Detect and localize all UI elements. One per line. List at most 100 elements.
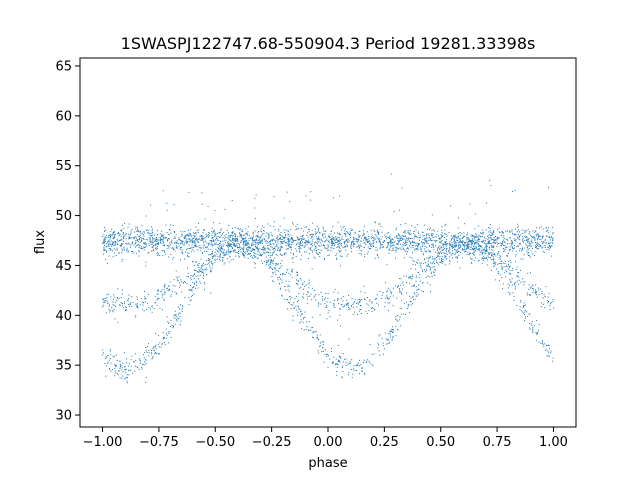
data-point bbox=[336, 374, 338, 376]
data-point bbox=[324, 236, 326, 238]
data-point bbox=[285, 248, 287, 250]
data-point bbox=[270, 254, 272, 256]
data-point bbox=[355, 238, 357, 240]
data-point bbox=[261, 241, 263, 243]
data-point bbox=[414, 234, 416, 236]
data-point bbox=[287, 234, 289, 236]
data-point bbox=[277, 238, 279, 240]
data-point bbox=[263, 252, 265, 254]
data-point bbox=[412, 285, 414, 287]
data-point bbox=[367, 304, 369, 306]
data-point bbox=[245, 244, 247, 246]
data-point bbox=[267, 238, 269, 240]
data-point bbox=[119, 377, 121, 379]
data-point bbox=[127, 251, 129, 253]
data-point bbox=[119, 245, 121, 247]
data-point bbox=[399, 243, 401, 245]
data-point bbox=[174, 250, 176, 252]
data-point bbox=[151, 311, 153, 313]
data-point bbox=[408, 248, 410, 250]
data-point bbox=[413, 299, 415, 301]
data-point bbox=[300, 279, 302, 281]
data-point bbox=[442, 244, 444, 246]
data-point bbox=[331, 235, 333, 237]
data-point bbox=[433, 260, 435, 262]
data-point bbox=[138, 246, 140, 248]
data-point bbox=[410, 300, 412, 302]
data-point bbox=[255, 246, 257, 248]
data-point bbox=[145, 297, 147, 299]
data-point bbox=[164, 237, 166, 239]
data-point bbox=[287, 284, 289, 286]
data-point bbox=[306, 294, 308, 296]
data-point bbox=[403, 275, 405, 277]
data-point bbox=[415, 248, 417, 250]
data-point bbox=[488, 227, 490, 229]
data-point bbox=[138, 239, 140, 241]
data-point bbox=[186, 242, 188, 244]
data-point bbox=[112, 369, 114, 371]
data-point bbox=[542, 303, 544, 305]
data-point bbox=[250, 247, 252, 249]
data-point bbox=[348, 362, 350, 364]
data-point bbox=[301, 245, 303, 247]
data-point bbox=[149, 204, 151, 206]
data-point bbox=[488, 237, 490, 239]
data-point bbox=[187, 248, 189, 250]
data-point bbox=[119, 305, 121, 307]
data-point bbox=[521, 248, 523, 250]
data-point bbox=[511, 240, 513, 242]
data-point bbox=[238, 229, 240, 231]
data-point bbox=[499, 257, 501, 259]
data-point bbox=[323, 244, 324, 246]
data-point bbox=[456, 256, 458, 258]
data-point bbox=[285, 280, 287, 282]
data-point bbox=[119, 304, 121, 306]
data-point bbox=[151, 350, 153, 351]
data-point bbox=[142, 232, 144, 234]
data-point bbox=[257, 249, 259, 251]
data-point bbox=[180, 320, 182, 322]
data-point bbox=[288, 244, 290, 246]
data-point bbox=[377, 237, 379, 239]
data-point bbox=[444, 233, 446, 235]
data-point bbox=[157, 243, 159, 245]
data-point bbox=[102, 354, 104, 356]
data-point bbox=[120, 245, 122, 247]
data-point bbox=[229, 237, 231, 239]
data-point bbox=[431, 263, 433, 265]
data-point bbox=[552, 232, 554, 234]
data-point bbox=[285, 245, 287, 247]
data-point bbox=[516, 231, 518, 233]
data-point bbox=[535, 234, 537, 236]
data-point bbox=[137, 306, 139, 308]
data-point bbox=[103, 242, 105, 244]
data-point bbox=[279, 246, 281, 248]
data-point bbox=[492, 245, 494, 247]
data-point bbox=[548, 249, 550, 251]
data-point bbox=[166, 248, 168, 250]
data-point bbox=[326, 353, 328, 355]
data-point bbox=[451, 246, 453, 248]
data-point bbox=[490, 235, 492, 237]
data-point bbox=[246, 232, 248, 234]
data-point bbox=[268, 233, 270, 235]
data-point bbox=[538, 227, 540, 229]
data-point bbox=[352, 303, 354, 305]
data-point bbox=[194, 245, 196, 247]
data-point bbox=[174, 310, 176, 312]
data-point bbox=[408, 232, 410, 234]
data-point bbox=[528, 288, 530, 290]
data-point bbox=[160, 237, 162, 239]
data-point bbox=[172, 327, 174, 329]
data-point bbox=[247, 257, 249, 259]
data-point bbox=[417, 249, 419, 251]
data-point bbox=[222, 245, 224, 247]
data-point bbox=[344, 358, 346, 360]
data-point bbox=[154, 302, 156, 304]
data-point bbox=[319, 232, 321, 234]
data-point bbox=[340, 234, 342, 236]
data-point bbox=[476, 243, 478, 245]
data-point bbox=[541, 341, 543, 343]
data-point bbox=[442, 249, 444, 251]
